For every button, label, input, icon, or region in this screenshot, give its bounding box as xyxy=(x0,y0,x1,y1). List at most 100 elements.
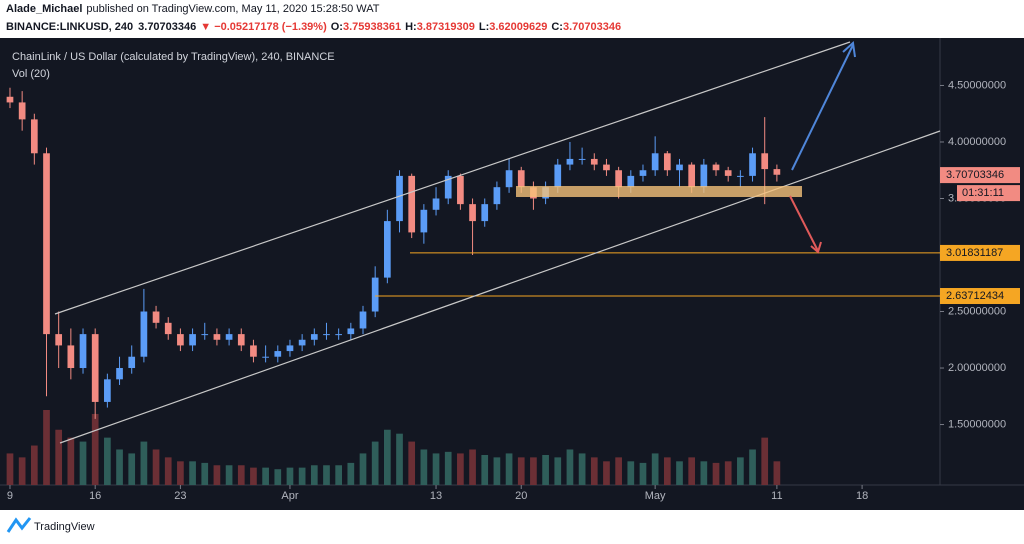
header-line-1: Alade_Michael published on TradingView.co… xyxy=(6,3,380,15)
volume-bar xyxy=(724,461,732,485)
y-tick-label: 2.00000000 xyxy=(948,362,1006,374)
price-label: 3.70703346 xyxy=(946,169,1004,181)
volume-bar xyxy=(396,433,403,485)
volume-bar xyxy=(359,453,367,485)
candle-body xyxy=(615,170,622,188)
volume-bar xyxy=(639,462,647,485)
candle-body xyxy=(676,164,683,171)
candle-body xyxy=(371,277,379,312)
volume-bar xyxy=(505,453,513,485)
volume-bar xyxy=(164,457,172,485)
volume-bar xyxy=(737,457,744,485)
volume-bar xyxy=(286,467,294,485)
candle-body xyxy=(177,334,184,346)
symbol: BINANCE:LINKUSD, 240 xyxy=(6,21,133,33)
volume-bar xyxy=(262,467,269,485)
volume-bar xyxy=(104,437,111,485)
volume-bar xyxy=(542,455,549,485)
volume-bar xyxy=(30,445,38,485)
candle-body xyxy=(724,170,732,176)
candle-body xyxy=(91,334,99,402)
candle-body xyxy=(128,356,136,369)
candle-body xyxy=(213,334,221,340)
candle-body xyxy=(481,204,489,222)
candle-body xyxy=(432,198,440,210)
chart-title: ChainLink / US Dollar (calculated by Tra… xyxy=(12,51,335,63)
candle-body xyxy=(493,187,501,205)
footer: TradingView xyxy=(6,517,95,533)
y-tick-label: 1.50000000 xyxy=(948,418,1006,430)
o-value: 3.75938361 xyxy=(343,21,401,33)
candle-body xyxy=(505,170,513,188)
price-label-bg xyxy=(940,167,1020,184)
author: Alade_Michael xyxy=(6,3,82,15)
volume-bar xyxy=(6,453,14,485)
volume-bar xyxy=(420,449,428,485)
candle-body xyxy=(749,153,756,176)
l-label: L: xyxy=(479,21,489,33)
change: ▼ −0.05217178 (−1.39%) xyxy=(200,21,327,33)
bear-arrow-head xyxy=(810,241,822,254)
candle-body xyxy=(323,334,330,336)
volume-bar xyxy=(444,451,452,485)
volume-bar xyxy=(627,461,635,485)
candle-body xyxy=(67,345,75,369)
candle-body xyxy=(140,311,148,357)
volume-bar xyxy=(274,469,282,485)
channel-upper xyxy=(54,41,851,315)
candle-body xyxy=(189,334,196,346)
candle-body xyxy=(639,170,647,176)
volume-bar xyxy=(493,457,501,485)
candle-body xyxy=(469,204,476,222)
candle-body xyxy=(408,175,416,233)
support-zone xyxy=(516,186,802,197)
volume-bar xyxy=(383,429,391,485)
volume-bar xyxy=(18,457,26,485)
volume-legend: Vol (20) xyxy=(12,68,50,80)
y-tick-label: 2.50000000 xyxy=(948,305,1006,317)
candle-body xyxy=(627,175,635,188)
countdown: 01:31:11 xyxy=(962,187,1004,199)
level-label-bg xyxy=(940,244,1020,261)
volume-bar xyxy=(590,457,598,485)
published: published on TradingView.com, May 11, 20… xyxy=(86,3,379,15)
volume-bar xyxy=(116,449,123,485)
l-value: 3.62009629 xyxy=(489,21,547,33)
candle-body xyxy=(700,164,708,188)
volume-bar xyxy=(225,465,233,485)
volume-bar xyxy=(481,455,489,485)
volume-bar xyxy=(761,437,769,485)
x-tick-label: 13 xyxy=(430,490,442,502)
candle-body xyxy=(274,351,282,357)
axis-layer: 1.500000002.000000002.500000003.50000000… xyxy=(7,79,1020,502)
candle-body xyxy=(225,334,233,340)
x-tick-label: 23 xyxy=(174,490,186,502)
bear-arrow xyxy=(789,195,819,252)
volume-bar xyxy=(152,449,160,485)
volume-bar xyxy=(237,465,245,485)
candle-body xyxy=(286,345,294,352)
volume-bar xyxy=(469,449,476,485)
volume-bar xyxy=(213,465,221,485)
candle-body xyxy=(603,164,610,171)
candle-body xyxy=(335,334,343,336)
candle-body xyxy=(590,158,598,165)
candle-body xyxy=(420,209,428,233)
candle-body xyxy=(55,334,63,346)
candle-body xyxy=(566,158,574,165)
volume-bar xyxy=(603,461,610,485)
volume-bar xyxy=(79,441,87,485)
x-tick-label: 9 xyxy=(7,490,13,502)
candle-body xyxy=(237,334,245,346)
x-tick-label: 16 xyxy=(89,490,101,502)
volume-bar xyxy=(457,453,464,485)
volume-bar xyxy=(91,413,99,485)
logo xyxy=(6,517,32,533)
level-label: 2.63712434 xyxy=(946,290,1004,302)
y-tick-label: 4.50000000 xyxy=(948,79,1006,91)
volume-bar xyxy=(566,449,574,485)
volume-bar xyxy=(310,465,318,485)
header-line-2: BINANCE:LINKUSD, 240 3.70703346 ▼ −0.05217… xyxy=(6,21,621,33)
